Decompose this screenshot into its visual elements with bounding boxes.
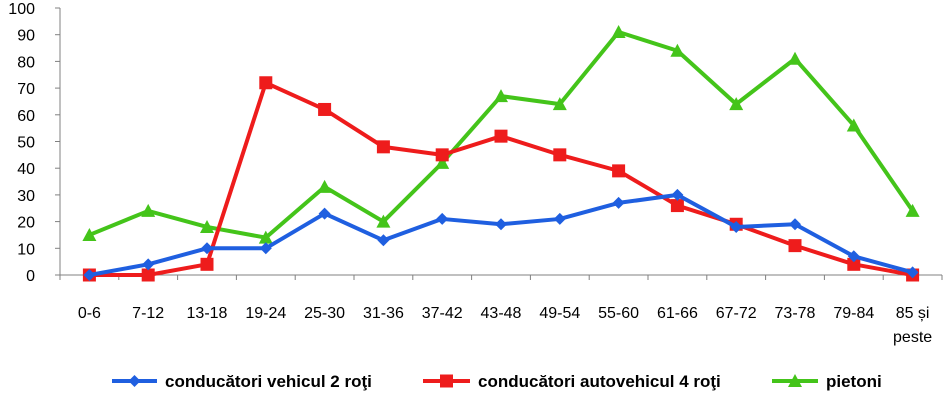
y-tick-label: 60 <box>17 108 35 125</box>
legend: conducători vehicul 2 roţi conducători au… <box>112 372 882 391</box>
y-tick-label: 30 <box>17 188 35 205</box>
series-2 <box>82 25 920 244</box>
legend-label: conducători vehicul 2 roţi <box>165 372 372 391</box>
x-tick-label: 79-84 <box>833 305 874 322</box>
x-tick-label: 85 și peste <box>893 305 932 346</box>
series-0 <box>83 188 919 281</box>
x-tick-label: 31-36 <box>363 305 404 322</box>
data-point-marker <box>142 258 155 271</box>
y-tick-label: 100 <box>8 1 35 18</box>
data-point-marker <box>670 43 685 57</box>
data-point-marker <box>788 239 802 253</box>
x-axis: 0-6 7-12 13-18 19-24 25-30 31-36 37-42 43-48 49-… <box>59 274 943 346</box>
x-tick-label: 49-54 <box>539 305 580 322</box>
data-point-marker <box>376 140 390 154</box>
data-point-marker <box>494 89 508 103</box>
x-tick-label: 73-78 <box>775 305 816 322</box>
data-point-marker <box>436 212 449 225</box>
x-tick-label: 19-24 <box>245 305 286 322</box>
legend-marker <box>440 374 453 388</box>
data-point-marker <box>318 207 331 220</box>
data-point-marker <box>435 155 450 169</box>
data-point-marker <box>377 234 390 247</box>
x-tick-label: 0-6 <box>78 305 101 322</box>
y-tick-label: 80 <box>17 54 35 71</box>
y-tick-label: 70 <box>17 81 35 98</box>
x-tick-label: 61-66 <box>657 305 698 322</box>
data-point-marker <box>612 164 626 178</box>
y-tick-label: 50 <box>17 135 35 152</box>
data-point-marker <box>141 268 155 282</box>
data-point-marker <box>553 148 567 162</box>
data-point-marker <box>730 220 743 233</box>
data-point-marker <box>141 203 156 217</box>
data-point-marker <box>729 97 744 111</box>
data-point-marker <box>846 118 861 132</box>
series-lines <box>82 25 920 282</box>
data-point-marker <box>789 218 801 231</box>
x-tick-label: 37-42 <box>422 305 463 322</box>
data-point-marker <box>318 102 332 116</box>
legend-marker <box>788 374 802 387</box>
data-point-marker <box>259 76 273 90</box>
data-point-marker <box>82 227 97 241</box>
x-tick-label: 43-48 <box>481 305 522 322</box>
legend-item: conducători vehicul 2 roţi <box>112 372 372 391</box>
legend-item: pietoni <box>772 372 882 391</box>
x-tick-label: 25-30 <box>304 305 345 322</box>
data-point-marker <box>495 218 507 231</box>
legend-label: pietoni <box>826 372 882 391</box>
y-tick-label: 90 <box>17 28 35 45</box>
data-point-marker <box>553 212 566 225</box>
data-point-marker <box>258 230 273 244</box>
x-tick-label: 55-60 <box>598 305 639 322</box>
x-tick-label: 67-72 <box>716 305 757 322</box>
data-point-marker <box>612 196 625 209</box>
legend-item: conducători autovehicul 4 roţi <box>423 372 721 391</box>
data-point-marker <box>847 257 861 271</box>
legend-label: conducători autovehicul 4 roţi <box>478 372 721 391</box>
data-point-marker <box>435 148 449 162</box>
y-tick-label: 40 <box>17 161 35 178</box>
legend-marker <box>128 375 141 387</box>
y-tick-label: 10 <box>17 241 35 258</box>
data-point-marker <box>494 129 508 143</box>
data-point-marker <box>200 257 214 271</box>
x-tick-label: 13-18 <box>187 305 228 322</box>
data-point-marker <box>83 269 96 281</box>
data-point-marker <box>847 250 860 263</box>
data-point-marker <box>611 25 626 39</box>
data-point-marker <box>201 242 213 255</box>
data-point-marker <box>905 203 920 217</box>
data-point-marker <box>906 266 919 279</box>
data-point-marker <box>788 51 802 65</box>
data-point-marker <box>376 214 391 228</box>
data-point-marker <box>317 179 332 193</box>
x-tick-label: 7-12 <box>132 305 164 322</box>
data-point-marker <box>552 97 567 111</box>
data-point-marker <box>671 188 684 201</box>
data-point-marker <box>670 199 684 213</box>
y-tick-label: 0 <box>26 268 35 285</box>
data-point-marker <box>200 219 214 233</box>
y-tick-label: 20 <box>17 215 35 232</box>
data-point-marker <box>259 242 272 255</box>
y-axis: 0 10 20 30 40 50 60 70 80 90 100 <box>8 1 61 285</box>
